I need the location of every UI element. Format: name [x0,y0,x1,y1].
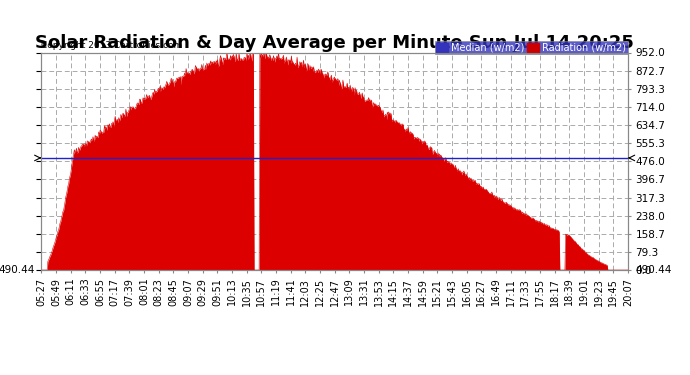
Text: Copyright 2013 Cartronics.com: Copyright 2013 Cartronics.com [41,40,183,50]
Text: 490.44: 490.44 [0,265,34,275]
Title: Solar Radiation & Day Average per Minute Sun Jul 14 20:25: Solar Radiation & Day Average per Minute… [35,34,634,53]
Legend: Median (w/m2), Radiation (w/m2): Median (w/m2), Radiation (w/m2) [435,40,628,54]
Text: 490.44: 490.44 [635,265,671,275]
